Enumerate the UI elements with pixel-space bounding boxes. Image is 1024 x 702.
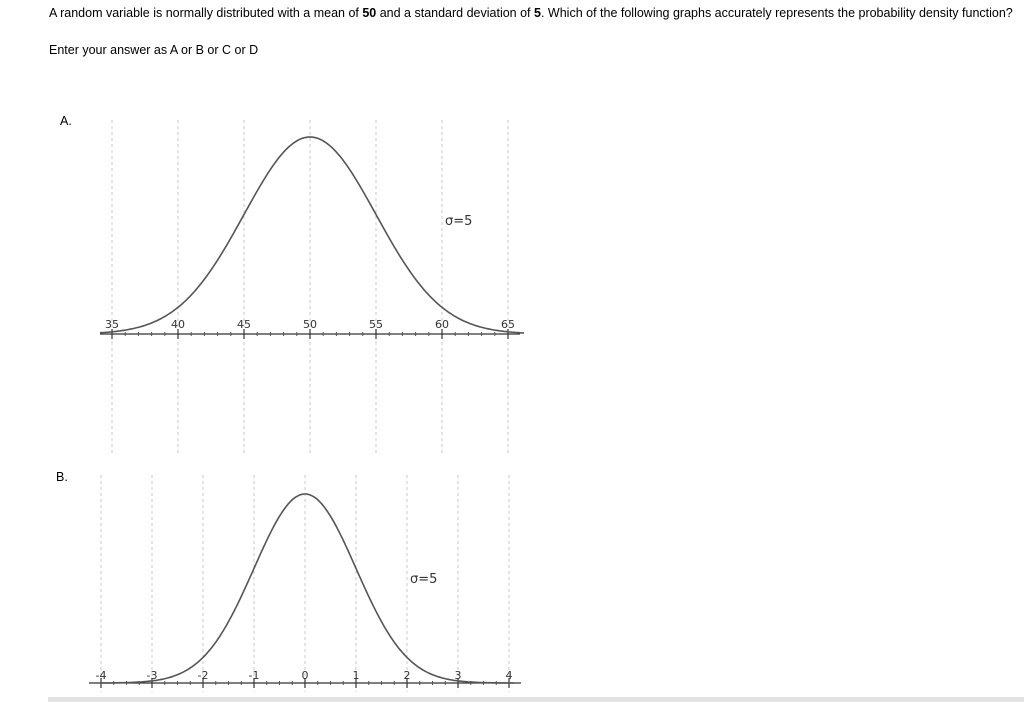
tick-label: 65 (501, 318, 515, 331)
tick-label: -4 (96, 669, 107, 682)
option-a-label: A. (60, 114, 72, 128)
question-part3: . Which of the following graphs accurate… (540, 6, 1013, 20)
bottom-divider (48, 697, 1024, 702)
tick-label: 55 (369, 318, 383, 331)
option-b-label: B. (56, 470, 68, 484)
tick-label: -3 (147, 669, 158, 682)
question-part1: A random variable is normally distribute… (49, 6, 363, 20)
tick-label: -2 (198, 669, 209, 682)
sigma-annotation: σ=5 (410, 572, 437, 587)
question-part2: and a standard deviation of (376, 6, 535, 20)
question-sd: 5 (534, 6, 541, 20)
tick-label: 2 (404, 669, 411, 682)
option-b-graph: -4 -3 -2 -1 0 1 2 3 4 σ=5 (89, 475, 521, 692)
tick-label: 0 (302, 669, 309, 682)
tick-label: 3 (455, 669, 462, 682)
answer-instruction: Enter your answer as A or B or C or D (49, 43, 259, 57)
sigma-annotation: σ=5 (445, 214, 472, 229)
option-a-graph: 35 40 45 50 55 60 65 σ=5 (99, 120, 525, 455)
question-text: A random variable is normally distribute… (49, 5, 1019, 21)
question-mean: 50 (362, 6, 377, 20)
density-curve (99, 136, 525, 334)
tick-label: 1 (353, 669, 360, 682)
density-curve (100, 493, 515, 684)
tick-label: 35 (105, 318, 119, 331)
tick-label: 60 (435, 318, 449, 331)
tick-label: 45 (237, 318, 251, 331)
tick-label: 50 (303, 318, 317, 331)
tick-label: 4 (506, 669, 513, 682)
tick-label: 40 (171, 318, 185, 331)
tick-label: -1 (249, 669, 260, 682)
